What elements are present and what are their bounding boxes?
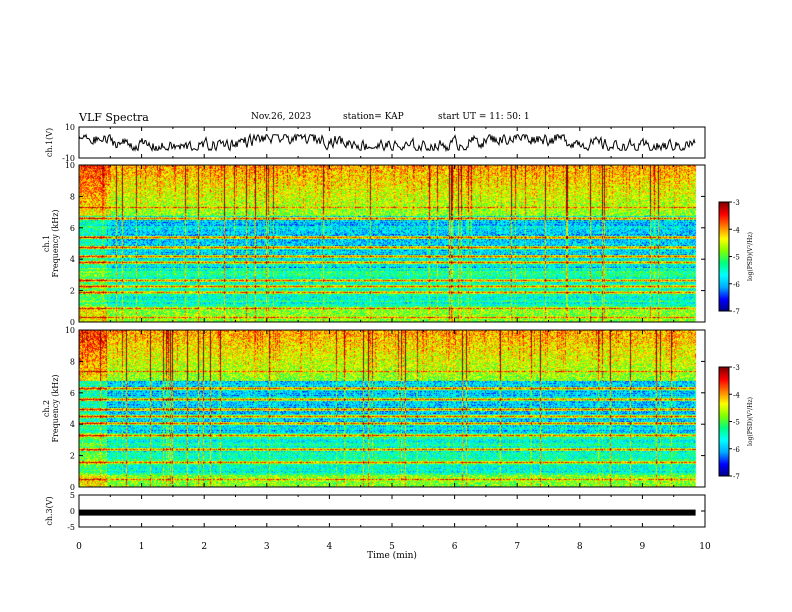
y-tick-label: 2 [70,287,75,296]
y-tick-label: 5 [70,491,75,500]
x-tick-label: 4 [327,542,333,552]
colorbar-tick-label: -7 [733,308,740,316]
y-tick-label: 4 [70,420,75,429]
x-tick-label: 9 [640,542,646,552]
colorbar-tick-label: -4 [733,226,740,234]
frequency-axis-label: Frequency (kHz) [51,209,60,277]
colorbar-tick-label: -5 [733,419,740,427]
ch1-spectrum-label: ch.1 [42,235,51,252]
x-tick-label: 7 [514,542,520,552]
y-tick-label: 10 [65,123,75,132]
figure-title: VLF Spectra [79,111,149,124]
y-tick-label: 6 [70,224,75,233]
x-tick-label: 8 [577,542,583,552]
x-tick-label: 0 [76,542,82,552]
x-tick-label: 2 [201,542,207,552]
colorbar-tick-label: -4 [733,391,740,399]
colorbar-tick-label: -6 [733,446,740,454]
frequency-axis-label: Frequency (kHz) [51,374,60,442]
x-tick-label: 10 [699,542,711,552]
y-tick-label: 8 [70,192,75,201]
ch1-waveform [78,132,696,153]
colorbar-tick-label: -5 [733,254,740,262]
spectrogram-ch1 [79,165,705,322]
x-tick-label: 5 [389,542,395,552]
y-tick-label: 10 [65,326,75,335]
ch1-axis-label: ch.1(V) [45,128,54,157]
y-tick-label: 6 [70,389,75,398]
ch3-axis-label: ch.3(V) [45,496,54,525]
start-time-label: start UT = 11: 50: 1 [438,112,530,122]
colorbar-tick-label: -7 [733,473,740,481]
y-tick-label: 0 [70,507,75,516]
colorbar-tick-label: -6 [733,281,740,289]
frame-layer [78,126,732,528]
x-axis-title: Time (min) [367,550,417,561]
y-tick-label: 0 [70,483,75,492]
y-tick-label: 4 [70,255,75,264]
ch3-trace [79,509,696,516]
colorbar-ch1 [719,202,729,311]
spectrogram-ch2 [79,330,705,487]
colorbar-label: log(PSD)(V²/Hz) [747,397,754,446]
y-tick-label: 10 [65,161,75,170]
panel-frame-1 [78,126,706,159]
colorbar-tick-label: -3 [733,199,740,207]
colorbar-ch2 [719,367,729,476]
x-tick-label: 6 [452,542,458,552]
ch2-spectrum-label: ch.2 [42,400,51,417]
x-tick-label: 3 [264,542,270,552]
y-tick-label: 2 [70,452,75,461]
y-tick-label: -10 [62,154,75,163]
colorbar-tick-label: -3 [733,364,740,372]
spectrogram-layer [78,132,729,516]
station-label: station= KAP [343,112,404,122]
x-tick-label: 1 [139,542,145,552]
date-label: Nov.26, 2023 [251,112,312,122]
y-tick-label: -5 [67,523,75,532]
y-tick-label: 8 [70,357,75,366]
y-tick-label: 0 [70,318,75,327]
colorbar-label: log(PSD)(V²/Hz) [747,232,754,281]
